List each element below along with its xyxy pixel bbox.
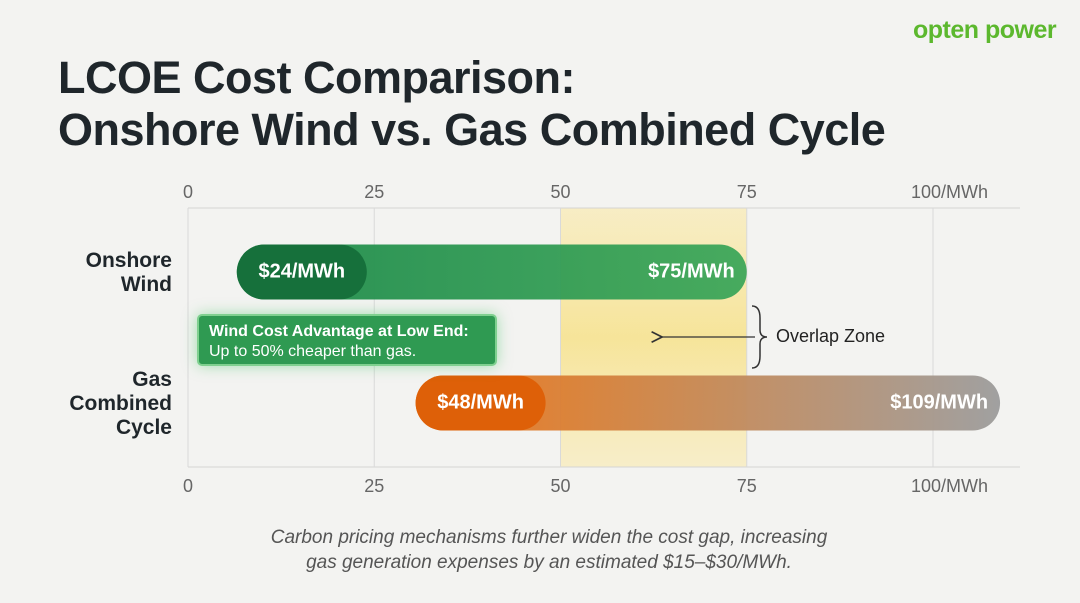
value-label: $48/MWh <box>437 391 524 413</box>
x-tick-label: 50 <box>550 182 570 202</box>
x-tick-label: 25 <box>364 476 384 496</box>
category-label: Gas Combined Cycle <box>69 368 172 439</box>
callout-title: Wind Cost Advantage at Low End: <box>209 323 469 340</box>
range-bar <box>236 244 747 300</box>
x-tick-label: 100/MWh <box>911 182 988 202</box>
footnote-line: gas generation expenses by an estimated … <box>306 552 792 573</box>
chart-title: LCOE Cost Comparison: Onshore Wind vs. G… <box>58 52 886 156</box>
brand-logo: opten power <box>913 16 1057 44</box>
value-label: $75/MWh <box>648 260 735 282</box>
callout-text: Up to 50% cheaper than gas. <box>209 343 417 360</box>
title-line: LCOE Cost Comparison: <box>58 52 576 103</box>
value-label: $109/MWh <box>890 391 988 413</box>
value-label: $24/MWh <box>258 260 345 282</box>
category-label: Onshore Wind <box>85 249 172 296</box>
low-marker <box>415 375 546 431</box>
x-tick-label: 75 <box>737 182 757 202</box>
x-tick-label: 100/MWh <box>911 476 988 496</box>
low-marker <box>236 244 367 300</box>
bracket <box>751 305 768 369</box>
x-tick-label: 25 <box>364 182 384 202</box>
footnote-line: Carbon pricing mechanisms further widen … <box>270 527 828 548</box>
x-tick-label: 50 <box>550 476 570 496</box>
x-tick-label: 0 <box>183 476 193 496</box>
footnote: Carbon pricing mechanisms further widen … <box>0 525 1080 575</box>
range-bar <box>415 375 1001 431</box>
callout: Wind Cost Advantage at Low End: Up to 50… <box>197 314 497 366</box>
overlap-label: Overlap Zone <box>776 326 885 346</box>
x-tick-label: 75 <box>737 476 757 496</box>
x-tick-label: 0 <box>183 182 193 202</box>
title-line: Onshore Wind vs. Gas Combined Cycle <box>58 104 886 155</box>
